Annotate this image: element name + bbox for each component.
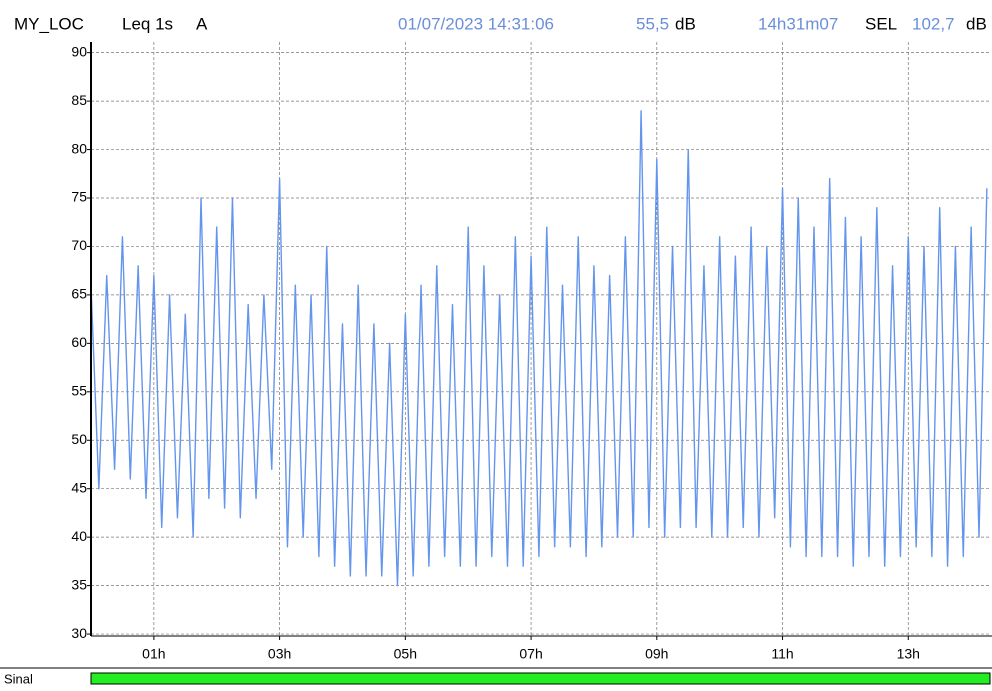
level: 55,5 [636,14,669,33]
y-tick-label: 65 [71,286,87,302]
grid [91,42,990,636]
y-tick-label: 40 [71,528,87,544]
y-tick-label: 80 [71,140,87,156]
x-tick-label: 01h [142,646,165,662]
x-tick-label: 13h [897,646,920,662]
measure: Leq 1s [122,14,173,33]
footer-label: Sinal [4,671,33,686]
location: MY_LOC [14,14,84,33]
y-tick-label: 55 [71,383,87,399]
y-tick-label: 45 [71,479,87,495]
x-tick-label: 11h [771,646,793,662]
y-tick-label: 35 [71,576,87,592]
y-tick-label: 30 [71,625,87,641]
x-tick-label: 05h [394,646,417,662]
duration: 14h31m07 [758,14,838,33]
signal-bar [90,672,991,685]
weighting: A [196,14,208,33]
level-unit: dB [675,14,696,33]
ticks: 30 35 40 45 50 55 60 65 70 75 80 85 90 01h 03h 05h 07h 09… [71,43,920,661]
y-tick-label: 50 [71,431,87,447]
series [91,110,988,587]
y-tick-label: 90 [71,43,87,59]
x-tick-label: 09h [645,646,668,662]
x-tick-label: 03h [268,646,291,662]
signal-line [91,110,988,587]
y-tick-label: 75 [71,189,87,205]
sel-label: SEL [865,14,897,33]
datetime: 01/07/2023 14:31:06 [398,14,554,33]
y-tick-label: 60 [71,334,87,350]
sel-unit: dB [966,14,987,33]
y-tick-label: 70 [71,237,87,253]
x-tick-label: 07h [519,646,542,662]
sel-value: 102,7 [912,14,955,33]
y-tick-label: 85 [71,92,87,108]
